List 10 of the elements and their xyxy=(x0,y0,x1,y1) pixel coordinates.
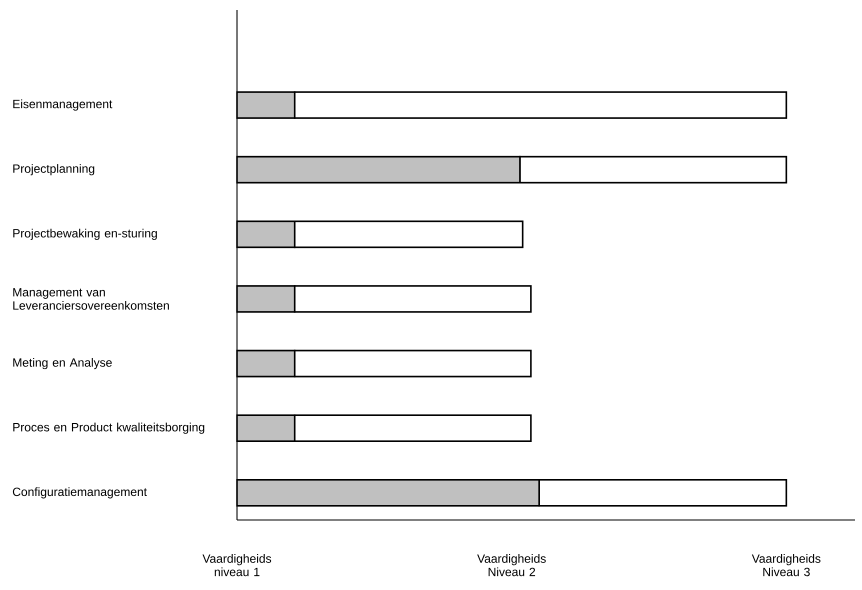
text: Vaardigheids Niveau 3 xyxy=(752,554,820,576)
y-tick-label: Configuratiemanagement xyxy=(12,487,147,498)
y-tick-label: Meting en Analyse xyxy=(13,358,112,370)
text: Vaardigheids niveau 1 xyxy=(202,554,272,576)
y-tick-label: Management van Leveranciersovereenkomsten xyxy=(13,288,169,310)
y-tick-label: Eisenmanagement xyxy=(13,99,112,111)
y-tick-label: Proces en Product kwaliteitsborging xyxy=(13,422,204,434)
y-tick-label: Projectplanning xyxy=(13,164,94,176)
y-tick-label: Projectbewaking en-sturing xyxy=(13,228,157,240)
text: Vaardigheids Niveau 2 xyxy=(477,554,546,576)
